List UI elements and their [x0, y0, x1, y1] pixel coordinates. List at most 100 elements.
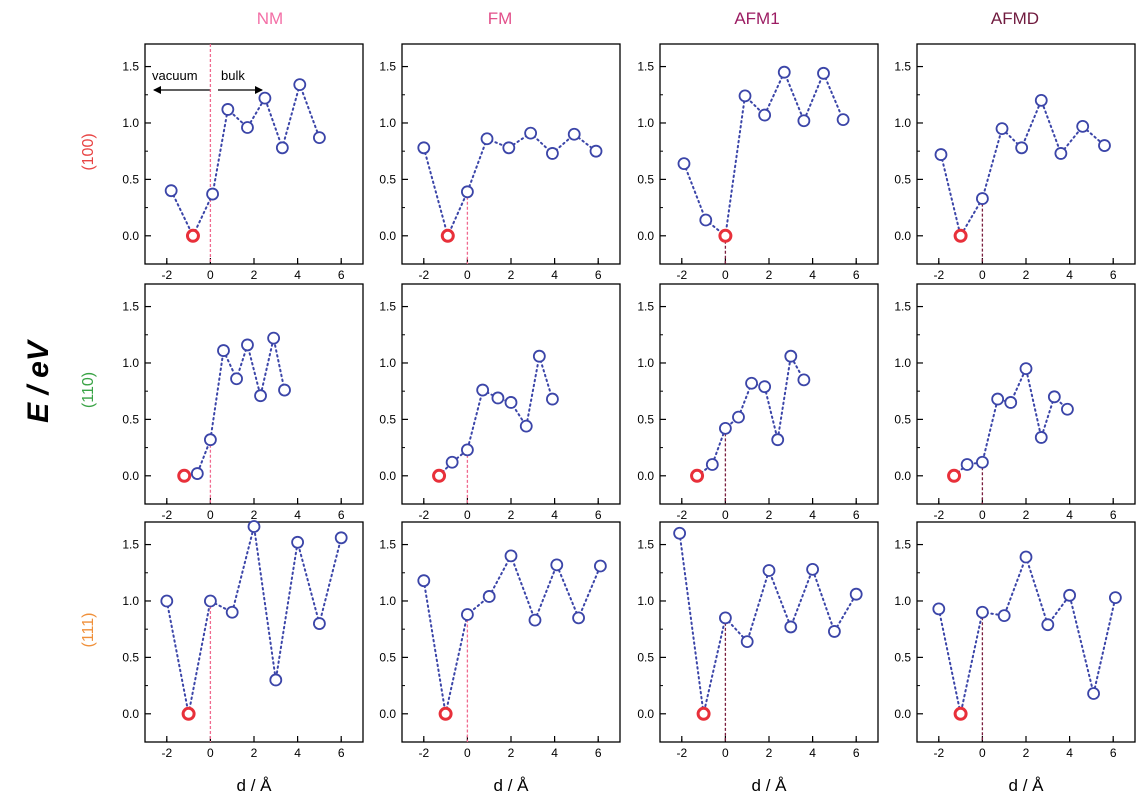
data-point [572, 611, 585, 625]
panel-afmd-110: 0.0 0.5 1.0 1.5 -2 0 2 4 6 [894, 283, 1136, 522]
x-axis-label-nm: d / Å [237, 776, 273, 795]
y-tick-label: 1.0 [894, 356, 911, 370]
minimum-point [440, 228, 455, 243]
x-tick-label: 6 [338, 268, 345, 282]
y-tick-label: 1.5 [122, 538, 139, 552]
panel-afm1-110: 0.0 0.5 1.0 1.5 -2 0 2 4 6 [637, 283, 879, 522]
x-tick-label: -2 [418, 746, 429, 760]
panel-frame [144, 521, 364, 743]
y-tick-label: 1.0 [122, 116, 139, 130]
data-point [417, 574, 431, 588]
x-tick-label: -2 [161, 268, 172, 282]
minimum-point [185, 228, 200, 243]
panel-nm-111: 0.0 0.5 1.0 1.5 -2 0 2 4 6 [122, 520, 364, 760]
data-point [567, 127, 581, 141]
data-point [480, 132, 494, 146]
row-label-100: (100) [80, 133, 97, 170]
data-point [934, 148, 948, 161]
x-tick-label: 6 [853, 268, 860, 282]
data-point [784, 349, 798, 363]
vacuum-label: vacuum [152, 68, 198, 83]
x-tick-label: -2 [676, 746, 687, 760]
x-tick-label: 0 [207, 746, 214, 760]
y-tick-label: 1.5 [894, 538, 911, 552]
data-point [699, 213, 713, 227]
y-tick-label: 1.5 [122, 300, 139, 314]
column-title-nm: NM [257, 9, 283, 28]
x-tick-label: 0 [979, 746, 986, 760]
data-point [221, 103, 235, 116]
y-tick-label: 0.5 [379, 172, 396, 186]
data-point [254, 389, 267, 403]
x-tick-label: 4 [809, 508, 816, 522]
x-tick-label: -2 [418, 508, 429, 522]
data-point [278, 383, 291, 397]
y-tick-label: 0.5 [894, 412, 911, 426]
data-point [1034, 94, 1048, 107]
data-point [519, 419, 533, 433]
data-point [1063, 588, 1076, 602]
x-tick-label: -2 [933, 508, 944, 522]
minimum-point [181, 706, 196, 721]
data-point [705, 458, 719, 471]
y-tick-label: 1.0 [379, 594, 396, 608]
y-tick-label: 0.0 [894, 229, 911, 243]
minimum-point [432, 468, 447, 483]
column-title-afmd: AFMD [991, 9, 1039, 28]
data-point [460, 443, 474, 457]
data-point [1047, 390, 1061, 404]
data-point [504, 549, 518, 563]
x-tick-label: 6 [1110, 268, 1117, 282]
x-tick-label: 0 [722, 508, 729, 522]
y-tick-label: 0.5 [637, 650, 654, 664]
data-point [241, 338, 254, 352]
bulk-label: bulk [221, 68, 245, 83]
data-point [797, 373, 811, 387]
x-tick-label: 4 [809, 268, 816, 282]
data-point [190, 467, 204, 480]
x-tick-label: 4 [551, 508, 558, 522]
data-point [771, 433, 785, 447]
x-tick-label: 6 [338, 508, 345, 522]
data-point [491, 391, 505, 405]
x-tick-label: 0 [464, 508, 471, 522]
y-tick-label: 0.0 [637, 469, 654, 483]
data-point [482, 590, 496, 603]
x-tick-label: -2 [933, 268, 944, 282]
minimum-point [953, 228, 968, 243]
x-tick-label: 4 [809, 746, 816, 760]
x-tick-label: -2 [676, 268, 687, 282]
data-point [758, 380, 772, 394]
series-line [696, 353, 805, 477]
x-tick-label: 0 [722, 268, 729, 282]
data-point [732, 410, 745, 424]
vacuum-bulk-annotation: vacuum bulk [152, 68, 263, 94]
series-line [170, 81, 321, 239]
x-tick-label: -2 [418, 268, 429, 282]
data-point [230, 372, 243, 386]
y-tick-label: 0.0 [122, 707, 139, 721]
data-point [258, 91, 272, 105]
data-point [1087, 687, 1100, 700]
data-point [546, 392, 559, 406]
data-point [445, 455, 459, 469]
y-tick-label: 0.5 [122, 412, 139, 426]
data-point [312, 131, 326, 145]
y-tick-label: 0.0 [894, 707, 911, 721]
data-point [1015, 141, 1029, 155]
x-tick-label: 4 [294, 268, 301, 282]
data-point [960, 458, 974, 471]
y-tick-label: 0.0 [379, 707, 396, 721]
minimum-point [177, 468, 192, 483]
y-tick-label: 1.5 [379, 300, 396, 314]
column-title-fm: FM [488, 9, 513, 28]
x-tick-label: 4 [294, 508, 301, 522]
data-point [836, 113, 850, 126]
x-tick-label: 0 [464, 746, 471, 760]
data-point [417, 141, 431, 155]
y-tick-label: 0.0 [637, 229, 654, 243]
row-label-110: (110) [80, 372, 97, 408]
x-tick-label: 0 [722, 746, 729, 760]
data-point [673, 526, 687, 540]
data-point [334, 531, 348, 545]
